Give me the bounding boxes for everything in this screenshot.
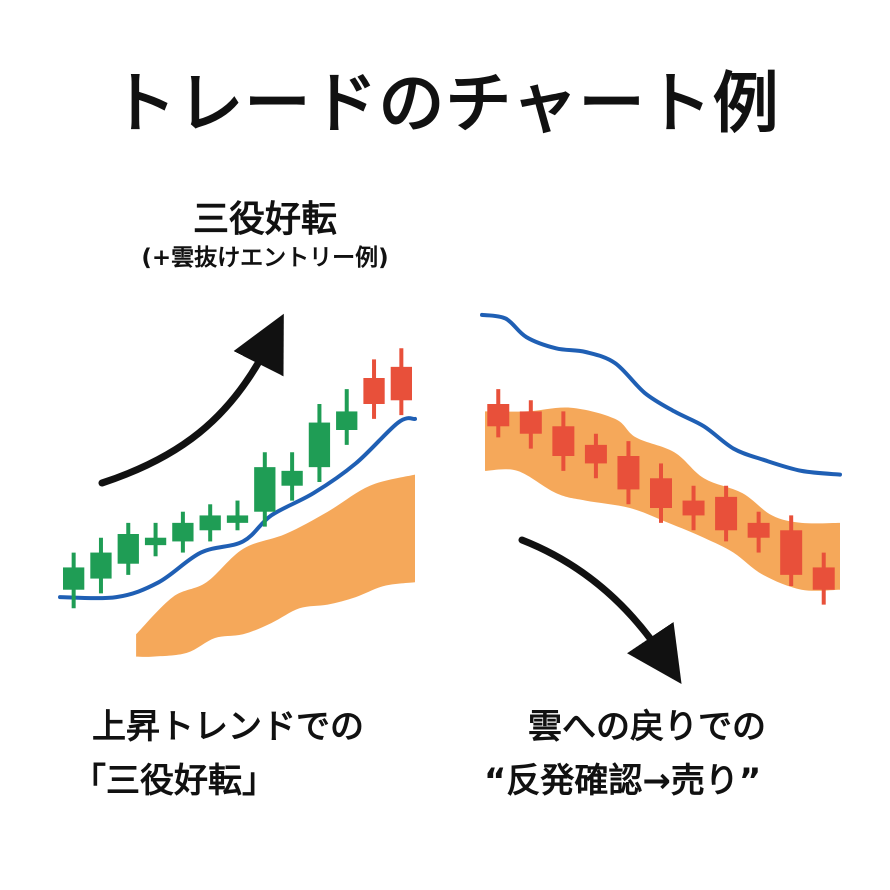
left-candle-body bbox=[144, 537, 167, 546]
left-candle-body bbox=[226, 515, 249, 523]
right-candle-body bbox=[650, 478, 672, 508]
left-chart-uptrend bbox=[58, 348, 417, 657]
right-candle-body bbox=[715, 496, 738, 531]
right-candle-body bbox=[487, 404, 510, 427]
left-candle-body bbox=[336, 411, 358, 430]
arrow-up-right-icon bbox=[98, 313, 284, 487]
left-candle-body bbox=[90, 552, 112, 579]
left-candle-body bbox=[254, 467, 276, 512]
left-chart-note: (+雲抜けエントリー例) bbox=[141, 245, 389, 271]
right-candle-body bbox=[519, 411, 542, 434]
left-candle-body bbox=[308, 422, 331, 468]
arrow-down-right-icon bbox=[518, 536, 682, 685]
left-candle-body bbox=[172, 522, 194, 542]
left-candle-body bbox=[390, 366, 412, 401]
right-candle-body bbox=[780, 530, 803, 575]
right-candle-body bbox=[812, 567, 835, 590]
right-caption-line2: “反発確認→売り” bbox=[484, 761, 762, 801]
right-candle-body bbox=[747, 522, 770, 538]
right-caption-line1: 雲への戻りでの bbox=[528, 707, 766, 747]
right-candle-body bbox=[584, 444, 607, 464]
page-title: トレードのチャート例 bbox=[110, 65, 780, 142]
right-candle-body bbox=[682, 500, 705, 516]
left-candle-body bbox=[199, 515, 221, 531]
right-chart-downtrend bbox=[480, 312, 842, 605]
left-candle-body bbox=[117, 534, 139, 564]
left-caption-line2: 「三役好転」 bbox=[72, 761, 276, 801]
left-ichimoku-cloud bbox=[136, 474, 415, 657]
left-candle-body bbox=[363, 378, 385, 404]
left-baseline-line bbox=[58, 416, 417, 601]
left-caption-line1: 上昇トレンドでの bbox=[92, 707, 364, 747]
left-candle-body bbox=[63, 567, 85, 590]
right-candle-body bbox=[552, 426, 575, 456]
right-baseline-line bbox=[480, 312, 842, 477]
left-chart-heading: 三役好転 bbox=[192, 199, 337, 240]
right-candle-body bbox=[617, 456, 640, 490]
left-candle-body bbox=[281, 470, 303, 486]
